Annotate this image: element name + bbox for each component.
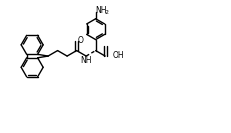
Text: OH: OH [112,51,124,60]
Text: 2: 2 [104,10,108,15]
Text: O: O [77,36,83,45]
Text: NH: NH [95,6,107,15]
Text: NH: NH [80,57,91,65]
